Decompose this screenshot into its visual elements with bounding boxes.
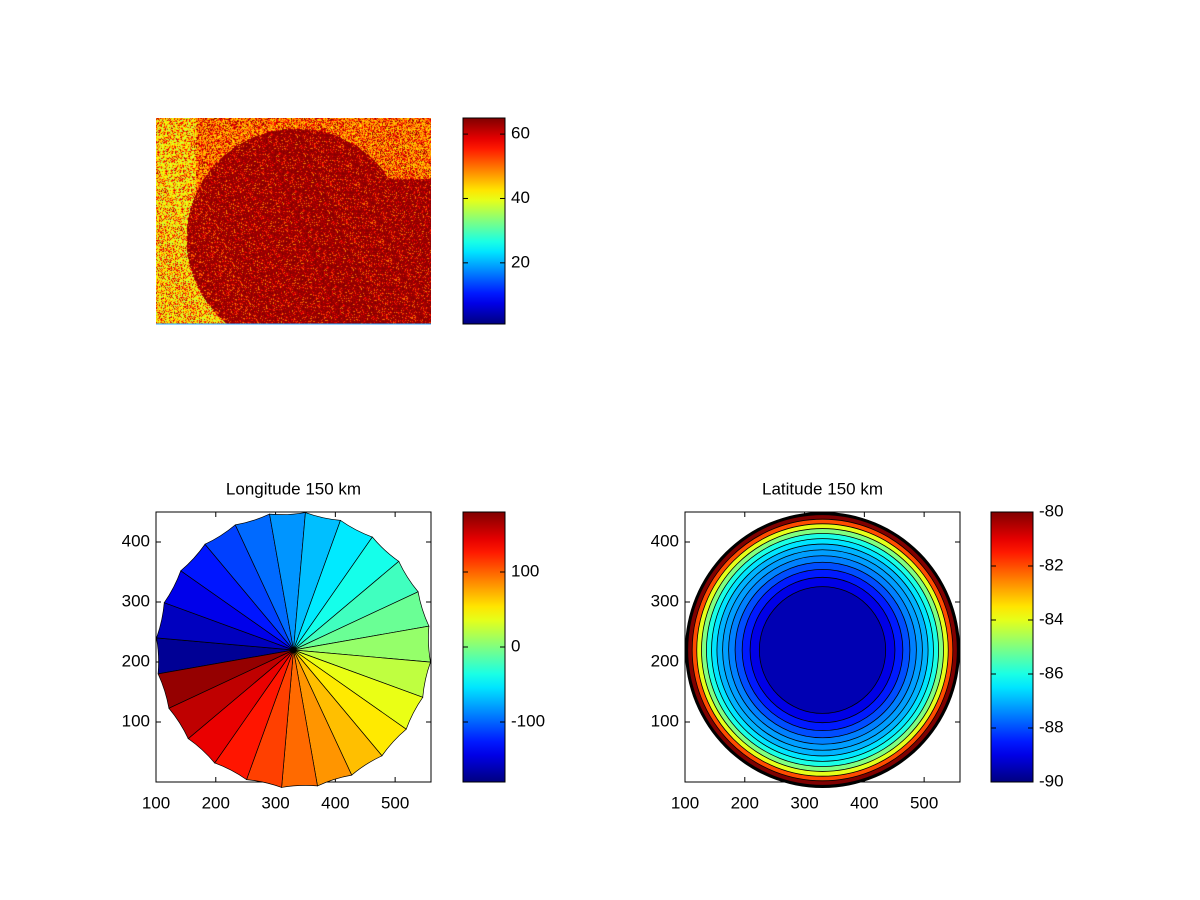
longitude-colorbar-tick-label-2: -100 — [511, 711, 545, 730]
longitude-xtick-label-1: 200 — [202, 793, 230, 812]
latitude-xtick-label-0: 100 — [671, 793, 699, 812]
latitude-ytick-label-2: 300 — [651, 591, 679, 610]
latitude-xtick-label-2: 300 — [790, 793, 818, 812]
image-panel-raster — [156, 118, 431, 324]
longitude-xtick-label-4: 500 — [381, 793, 409, 812]
longitude-colorbar: 100 0 -100 — [462, 511, 545, 783]
longitude-title: Longitude 150 km — [226, 479, 361, 498]
longitude-panel: 100 200 300 400 500 100 200 300 400 Longitude 150… — [122, 479, 432, 812]
image-colorbar-tick-label-2: 60 — [511, 124, 530, 143]
longitude-ytick-label-1: 200 — [122, 651, 150, 670]
longitude-sector-23 — [157, 649, 294, 709]
latitude-colorbar-tick-label-4: -88 — [1039, 717, 1064, 736]
longitude-xtick-label-2: 300 — [261, 793, 289, 812]
longitude-xtick-label-0: 100 — [142, 793, 170, 812]
latitude-xtick-label-3: 400 — [850, 793, 878, 812]
latitude-title: Latitude 150 km — [762, 479, 883, 498]
latitude-colorbar-tick-label-1: -82 — [1039, 555, 1064, 574]
latitude-colorbar-tick-label-2: -84 — [1039, 609, 1064, 628]
image-colorbar-tick-label-1: 40 — [511, 188, 530, 207]
latitude-ytick-label-3: 400 — [651, 531, 679, 550]
latitude-colorbar-tick-label-3: -86 — [1039, 663, 1064, 682]
longitude-colorbar-bar — [462, 511, 506, 783]
latitude-ytick-label-0: 100 — [651, 711, 679, 730]
longitude-colorbar-tick-label-1: 0 — [511, 636, 520, 655]
longitude-ytick-label-0: 100 — [122, 711, 150, 730]
latitude-xtick-label-1: 200 — [731, 793, 759, 812]
latitude-ytick-label-1: 200 — [651, 651, 679, 670]
latitude-xtick-label-4: 500 — [910, 793, 938, 812]
longitude-ytick-label-3: 400 — [122, 531, 150, 550]
image-colorbar-tick-label-0: 20 — [511, 252, 530, 271]
image-colorbar: 20 40 60 — [462, 117, 530, 325]
image-panel — [156, 118, 431, 325]
latitude-colorbar: -80 -82 -84 -86 -88 -90 — [990, 501, 1064, 790]
longitude-xtick-label-3: 400 — [321, 793, 349, 812]
longitude-ytick-label-2: 300 — [122, 591, 150, 610]
image-colorbar-bar — [462, 117, 506, 325]
latitude-colorbar-tick-label-5: -90 — [1039, 771, 1064, 790]
latitude-colorbar-bar — [990, 511, 1034, 783]
latitude-ring-12 — [758, 586, 887, 714]
latitude-colorbar-tick-label-0: -80 — [1039, 501, 1064, 520]
longitude-colorbar-tick-label-0: 100 — [511, 561, 539, 580]
latitude-panel: 100 200 300 400 500 100 200 300 400 Latitude 150 … — [651, 479, 961, 812]
